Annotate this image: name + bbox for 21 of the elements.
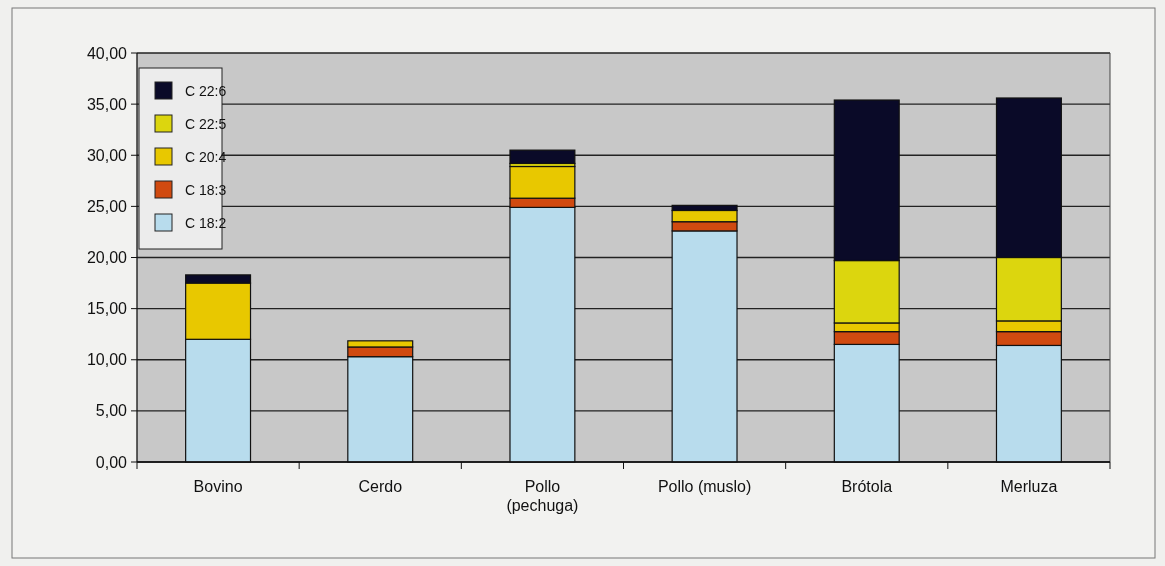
- y-tick-label: 30,00: [86, 146, 128, 164]
- legend-label: C 20:4: [185, 148, 227, 165]
- bar: [509, 149, 576, 165]
- x-tick-label: Bovino: [193, 478, 243, 495]
- y-tick-label: 15,00: [86, 300, 128, 318]
- x-tick-label: Merluza: [1000, 478, 1058, 495]
- y-tick-label: 0,00: [95, 453, 128, 471]
- x-tick-label: Cerdo: [358, 478, 403, 495]
- y-tick-label: 10,00: [86, 351, 128, 369]
- y-tick-label: 35,00: [86, 95, 128, 113]
- y-tick-label: 5,00: [95, 402, 128, 420]
- legend-label: C 18:2: [185, 214, 227, 231]
- legend-label: C 18:3: [185, 181, 227, 198]
- x-tick-label: Pollo (muslo): [657, 478, 752, 495]
- y-tick-label: 40,00: [86, 44, 128, 62]
- legend-label: C 22:6: [185, 82, 227, 99]
- x-tick-label: Pollo (pechuga): [506, 478, 579, 514]
- legend-label: C 22:5: [185, 115, 227, 132]
- y-tick-label: 20,00: [86, 249, 128, 267]
- y-tick-label: 25,00: [86, 197, 128, 215]
- x-tick-label: Brótola: [841, 478, 893, 495]
